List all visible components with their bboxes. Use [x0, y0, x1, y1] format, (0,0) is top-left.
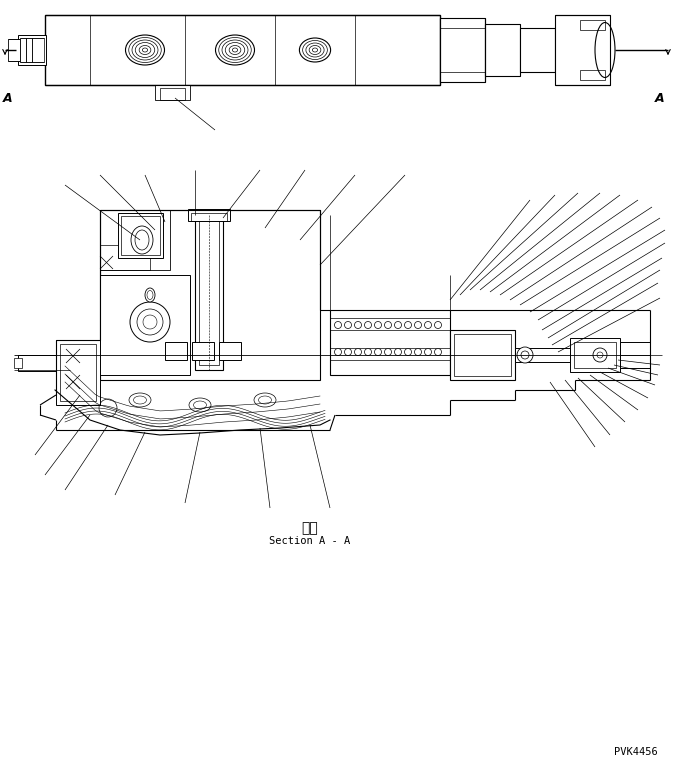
Bar	[620, 342, 650, 368]
Bar	[219, 342, 241, 360]
Bar	[330, 318, 450, 330]
Bar	[121, 216, 160, 255]
Bar	[440, 18, 485, 82]
Text: A: A	[656, 92, 665, 105]
Bar	[100, 210, 170, 270]
Bar	[330, 348, 450, 360]
Circle shape	[435, 321, 441, 328]
Circle shape	[394, 348, 401, 355]
Bar	[118, 213, 163, 258]
Ellipse shape	[131, 226, 153, 254]
Bar	[100, 210, 320, 380]
Bar	[165, 342, 187, 360]
Bar	[66, 349, 80, 363]
Circle shape	[424, 321, 432, 328]
Bar	[580, 20, 605, 30]
Bar	[56, 340, 100, 405]
Circle shape	[593, 348, 607, 362]
Circle shape	[345, 321, 352, 328]
Circle shape	[424, 348, 432, 355]
Bar	[26, 38, 32, 62]
Circle shape	[415, 348, 422, 355]
Bar	[66, 375, 80, 389]
Bar	[330, 310, 450, 375]
Bar	[32, 38, 44, 62]
Circle shape	[375, 321, 381, 328]
Bar	[199, 220, 219, 365]
Bar	[195, 215, 223, 370]
Bar	[14, 358, 22, 368]
Bar	[18, 35, 46, 65]
Circle shape	[130, 302, 170, 342]
Bar	[20, 38, 26, 62]
Circle shape	[517, 347, 533, 363]
Bar	[100, 245, 150, 270]
Bar	[188, 209, 230, 221]
Bar	[485, 24, 520, 76]
Circle shape	[99, 399, 117, 417]
Ellipse shape	[145, 288, 155, 302]
Circle shape	[394, 321, 401, 328]
Bar	[454, 334, 511, 376]
Circle shape	[405, 321, 411, 328]
Bar	[18, 355, 68, 371]
Circle shape	[435, 348, 441, 355]
Bar	[8, 39, 20, 61]
Circle shape	[364, 348, 371, 355]
Bar	[100, 275, 190, 375]
Bar	[160, 88, 185, 100]
Circle shape	[384, 348, 392, 355]
Bar	[155, 85, 190, 100]
Bar	[580, 70, 605, 80]
Bar	[191, 213, 227, 221]
Circle shape	[384, 321, 392, 328]
Bar	[45, 15, 440, 85]
Bar	[570, 338, 620, 372]
Text: A: A	[3, 92, 13, 105]
Circle shape	[364, 321, 371, 328]
Text: Section A - A: Section A - A	[269, 536, 351, 546]
Circle shape	[345, 348, 352, 355]
Bar	[574, 342, 616, 368]
Bar	[192, 342, 214, 360]
Circle shape	[354, 321, 362, 328]
Ellipse shape	[189, 398, 211, 412]
Ellipse shape	[129, 393, 151, 407]
Bar	[555, 15, 610, 85]
Circle shape	[405, 348, 411, 355]
Circle shape	[415, 321, 422, 328]
Bar	[60, 344, 96, 401]
Circle shape	[335, 321, 341, 328]
Circle shape	[375, 348, 381, 355]
Text: 断面: 断面	[302, 521, 318, 535]
Circle shape	[354, 348, 362, 355]
Text: PVK4456: PVK4456	[614, 747, 658, 757]
Bar	[520, 28, 555, 72]
Bar	[450, 330, 515, 380]
Ellipse shape	[254, 393, 276, 407]
Circle shape	[335, 348, 341, 355]
Bar	[515, 348, 570, 362]
